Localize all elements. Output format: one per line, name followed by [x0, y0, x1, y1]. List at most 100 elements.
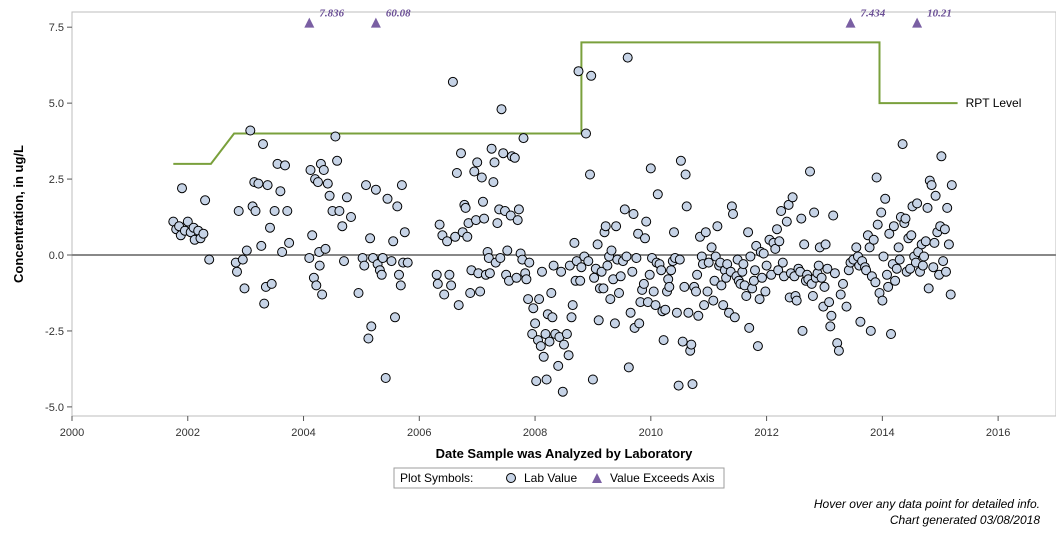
lab-value-point[interactable] [750, 265, 760, 276]
lab-value-point[interactable] [776, 206, 787, 216]
lab-value-point[interactable] [691, 286, 701, 297]
lab-value-point[interactable] [576, 262, 587, 273]
lab-value-point[interactable] [941, 266, 951, 277]
lab-value-point[interactable] [893, 242, 904, 253]
lab-value-point[interactable] [627, 266, 638, 277]
lab-value-point[interactable] [305, 165, 316, 175]
lab-value-point[interactable] [479, 213, 490, 224]
lab-value-point[interactable] [644, 269, 655, 280]
lab-value-point[interactable] [841, 301, 852, 312]
lab-value-point[interactable] [912, 198, 923, 209]
lab-value-point[interactable] [432, 278, 443, 289]
lab-value-point[interactable] [738, 259, 749, 270]
lab-value-point[interactable] [523, 294, 534, 305]
lab-value-point[interactable] [820, 239, 831, 250]
lab-value-point[interactable] [575, 275, 586, 286]
lab-value-point[interactable] [592, 239, 603, 250]
lab-value-point[interactable] [813, 260, 824, 271]
lab-value-point[interactable] [693, 310, 704, 321]
lab-value-point[interactable] [370, 184, 381, 195]
lab-value-point[interactable] [232, 266, 242, 277]
lab-value-point[interactable] [905, 263, 916, 274]
lab-value-point[interactable] [472, 157, 483, 168]
lab-value-point[interactable] [681, 201, 692, 212]
lab-value-point[interactable] [177, 183, 187, 194]
lab-value-point[interactable] [615, 271, 626, 282]
lab-value-point[interactable] [745, 251, 756, 262]
lab-value-point[interactable] [605, 294, 616, 305]
lab-value-point[interactable] [478, 196, 488, 207]
lab-value-point[interactable] [280, 160, 290, 171]
lab-value-point[interactable] [320, 243, 331, 254]
lab-value-point[interactable] [256, 240, 267, 251]
lab-value-point[interactable] [233, 206, 244, 216]
lab-value-point[interactable] [566, 312, 577, 323]
lab-value-point[interactable] [686, 339, 697, 350]
lab-value-point[interactable] [878, 251, 889, 262]
lab-value-point[interactable] [826, 310, 837, 321]
lab-value-point[interactable] [741, 291, 752, 301]
lab-value-point[interactable] [573, 66, 584, 77]
lab-value-point[interactable] [334, 206, 345, 216]
lab-value-point[interactable] [365, 233, 376, 244]
lab-value-point[interactable] [622, 52, 633, 63]
lab-value-point[interactable] [198, 228, 209, 239]
lab-value-point[interactable] [488, 177, 499, 188]
lab-value-point[interactable] [450, 231, 461, 242]
lab-value-point[interactable] [829, 268, 840, 279]
lab-value-point[interactable] [204, 254, 215, 265]
lab-value-point[interactable] [505, 210, 516, 221]
lab-value-point[interactable] [537, 266, 547, 277]
lab-value-point[interactable] [446, 280, 457, 291]
lab-value-point[interactable] [589, 272, 600, 283]
lab-value-point[interactable] [660, 304, 671, 315]
lab-value-point[interactable] [442, 236, 453, 247]
lab-value-point[interactable] [359, 260, 370, 271]
lab-value-point[interactable] [930, 190, 941, 201]
lab-value-point[interactable] [882, 269, 892, 280]
lab-value-point[interactable] [258, 139, 268, 150]
lab-value-point[interactable] [498, 148, 509, 159]
lab-value-point[interactable] [561, 329, 572, 339]
lab-value-point[interactable] [439, 289, 450, 300]
lab-value-point[interactable] [781, 216, 792, 227]
lab-value-point[interactable] [891, 263, 902, 274]
lab-value-point[interactable] [772, 224, 782, 235]
lab-value-point[interactable] [275, 186, 286, 197]
lab-value-point[interactable] [716, 280, 727, 291]
lab-value-point[interactable] [469, 166, 480, 177]
lab-value-point[interactable] [943, 239, 954, 250]
lab-value-point[interactable] [376, 269, 387, 280]
lab-value-point[interactable] [600, 221, 611, 232]
lab-value-point[interactable] [277, 247, 288, 257]
lab-value-point[interactable] [835, 289, 846, 300]
lab-value-point[interactable] [557, 386, 568, 397]
lab-value-point[interactable] [392, 201, 403, 212]
lab-value-point[interactable] [920, 236, 931, 247]
lab-value-point[interactable] [877, 295, 888, 306]
lab-value-point[interactable] [929, 237, 940, 248]
lab-value-point[interactable] [266, 278, 277, 289]
lab-value-point[interactable] [824, 297, 835, 308]
lab-value-point[interactable] [547, 312, 558, 323]
lab-value-point[interactable] [886, 329, 896, 339]
lab-value-point[interactable] [200, 195, 211, 206]
lab-value-point[interactable] [922, 202, 933, 213]
lab-value-point[interactable] [563, 350, 574, 361]
lab-value-point[interactable] [583, 256, 594, 267]
lab-value-point[interactable] [890, 275, 901, 286]
lab-value-point[interactable] [269, 206, 280, 216]
lab-value-point[interactable] [556, 266, 567, 277]
lab-value-point[interactable] [888, 221, 899, 232]
lab-value-point[interactable] [876, 207, 887, 218]
lab-value-point[interactable] [559, 339, 569, 350]
lab-value-point[interactable] [284, 237, 295, 248]
lab-value-point[interactable] [567, 300, 578, 311]
lab-value-point[interactable] [253, 178, 264, 189]
lab-value-point[interactable] [434, 219, 445, 230]
lab-value-point[interactable] [245, 125, 256, 136]
lab-value-point[interactable] [633, 228, 644, 239]
lab-value-point[interactable] [513, 204, 524, 215]
lab-value-point[interactable] [906, 230, 917, 241]
lab-value-point[interactable] [674, 254, 685, 265]
